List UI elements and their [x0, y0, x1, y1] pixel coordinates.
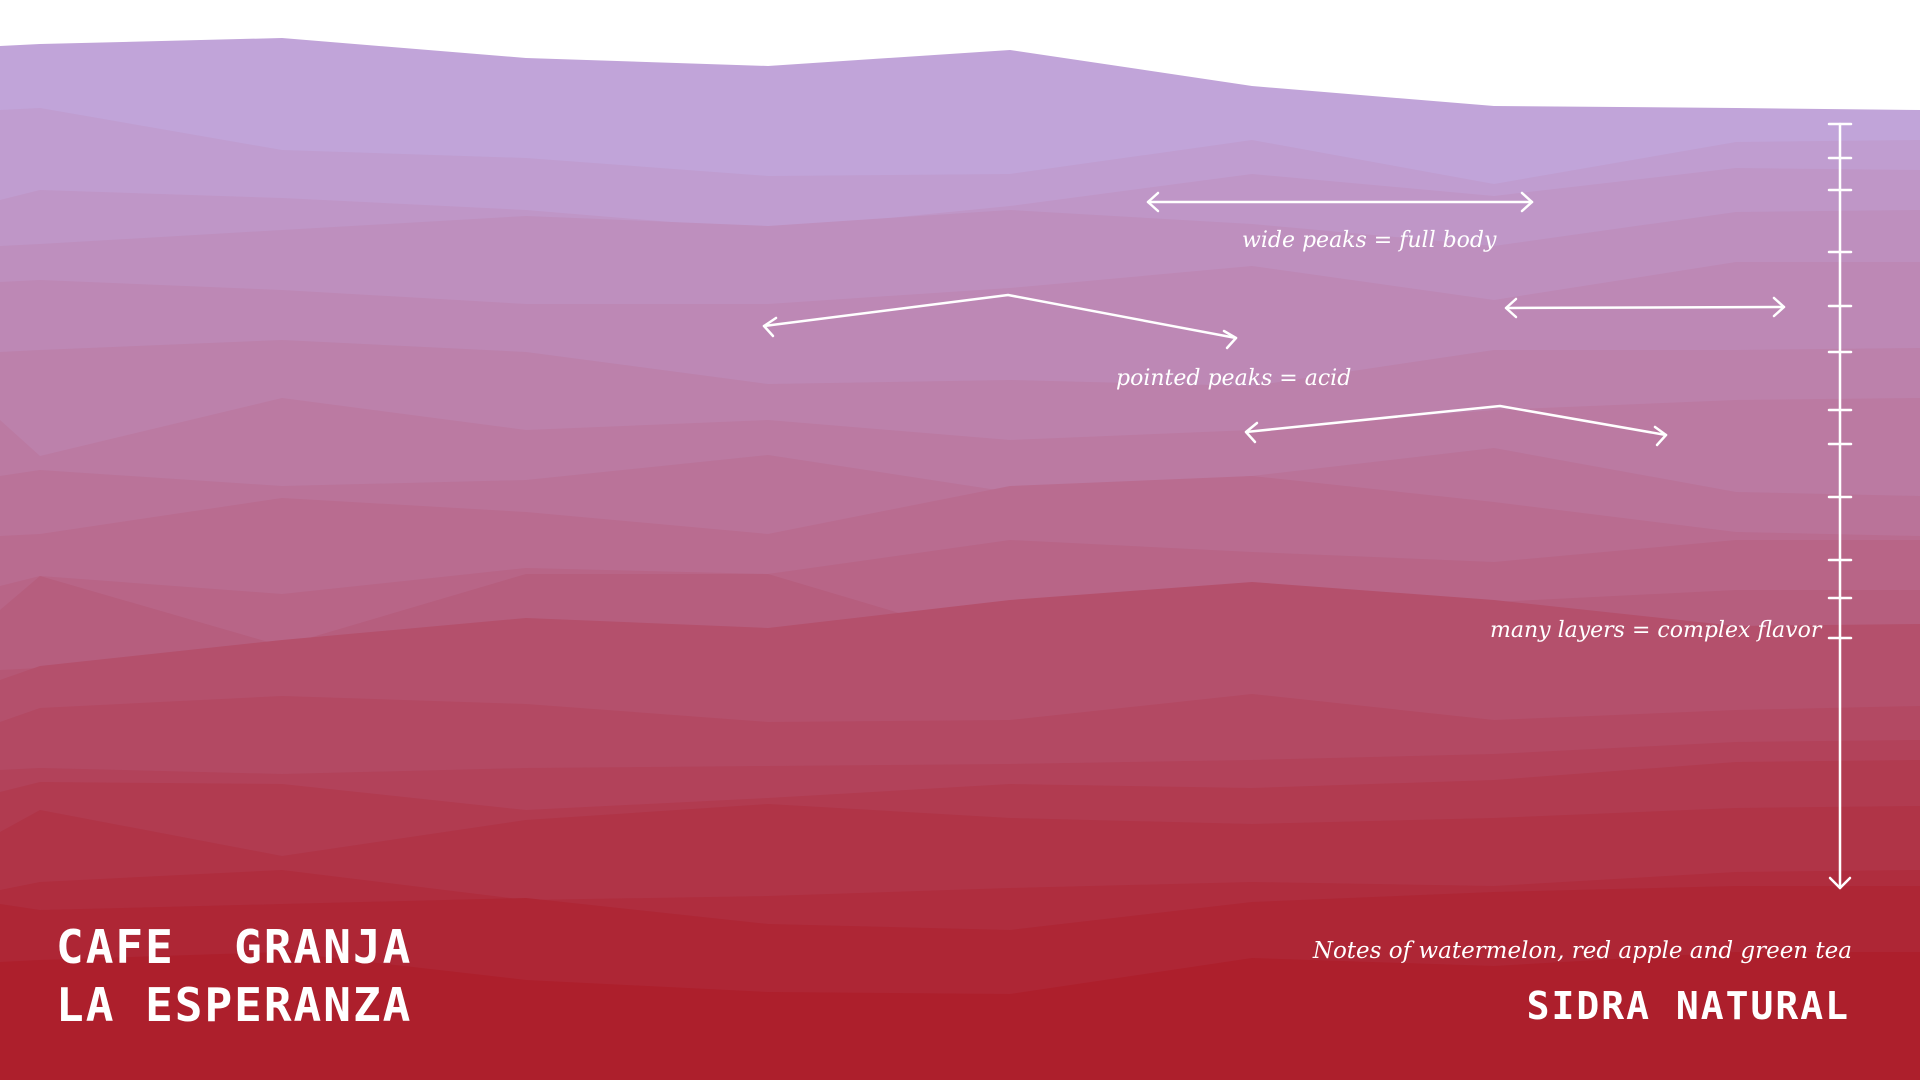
mountain-layers	[0, 38, 1920, 1080]
pointed-peaks-arrow-icon	[762, 293, 1238, 350]
wide-peaks-arrow-icon	[1146, 191, 1534, 213]
pointed-peaks-annotation: pointed peaks = acid	[1116, 366, 1352, 391]
farm-name-line-2: LA ESPERANZA	[56, 978, 413, 1032]
many-layers-annotation: many layers = complex flavor	[1490, 618, 1822, 643]
tasting-notes: Notes of watermelon, red apple and green…	[1312, 938, 1852, 964]
complexity-scale-icon	[1827, 122, 1853, 890]
annotation-marks	[762, 122, 1853, 890]
acid-peaks-arrow-icon	[1244, 404, 1668, 447]
full-body-arrow-icon	[1504, 296, 1786, 319]
mountain-layer-20	[0, 952, 1920, 1080]
farm-name-line-1: CAFE GRANJA	[56, 920, 413, 974]
wide-peaks-annotation: wide peaks = full body	[1242, 228, 1497, 253]
coffee-variety: SIDRA NATURAL	[1526, 984, 1850, 1028]
